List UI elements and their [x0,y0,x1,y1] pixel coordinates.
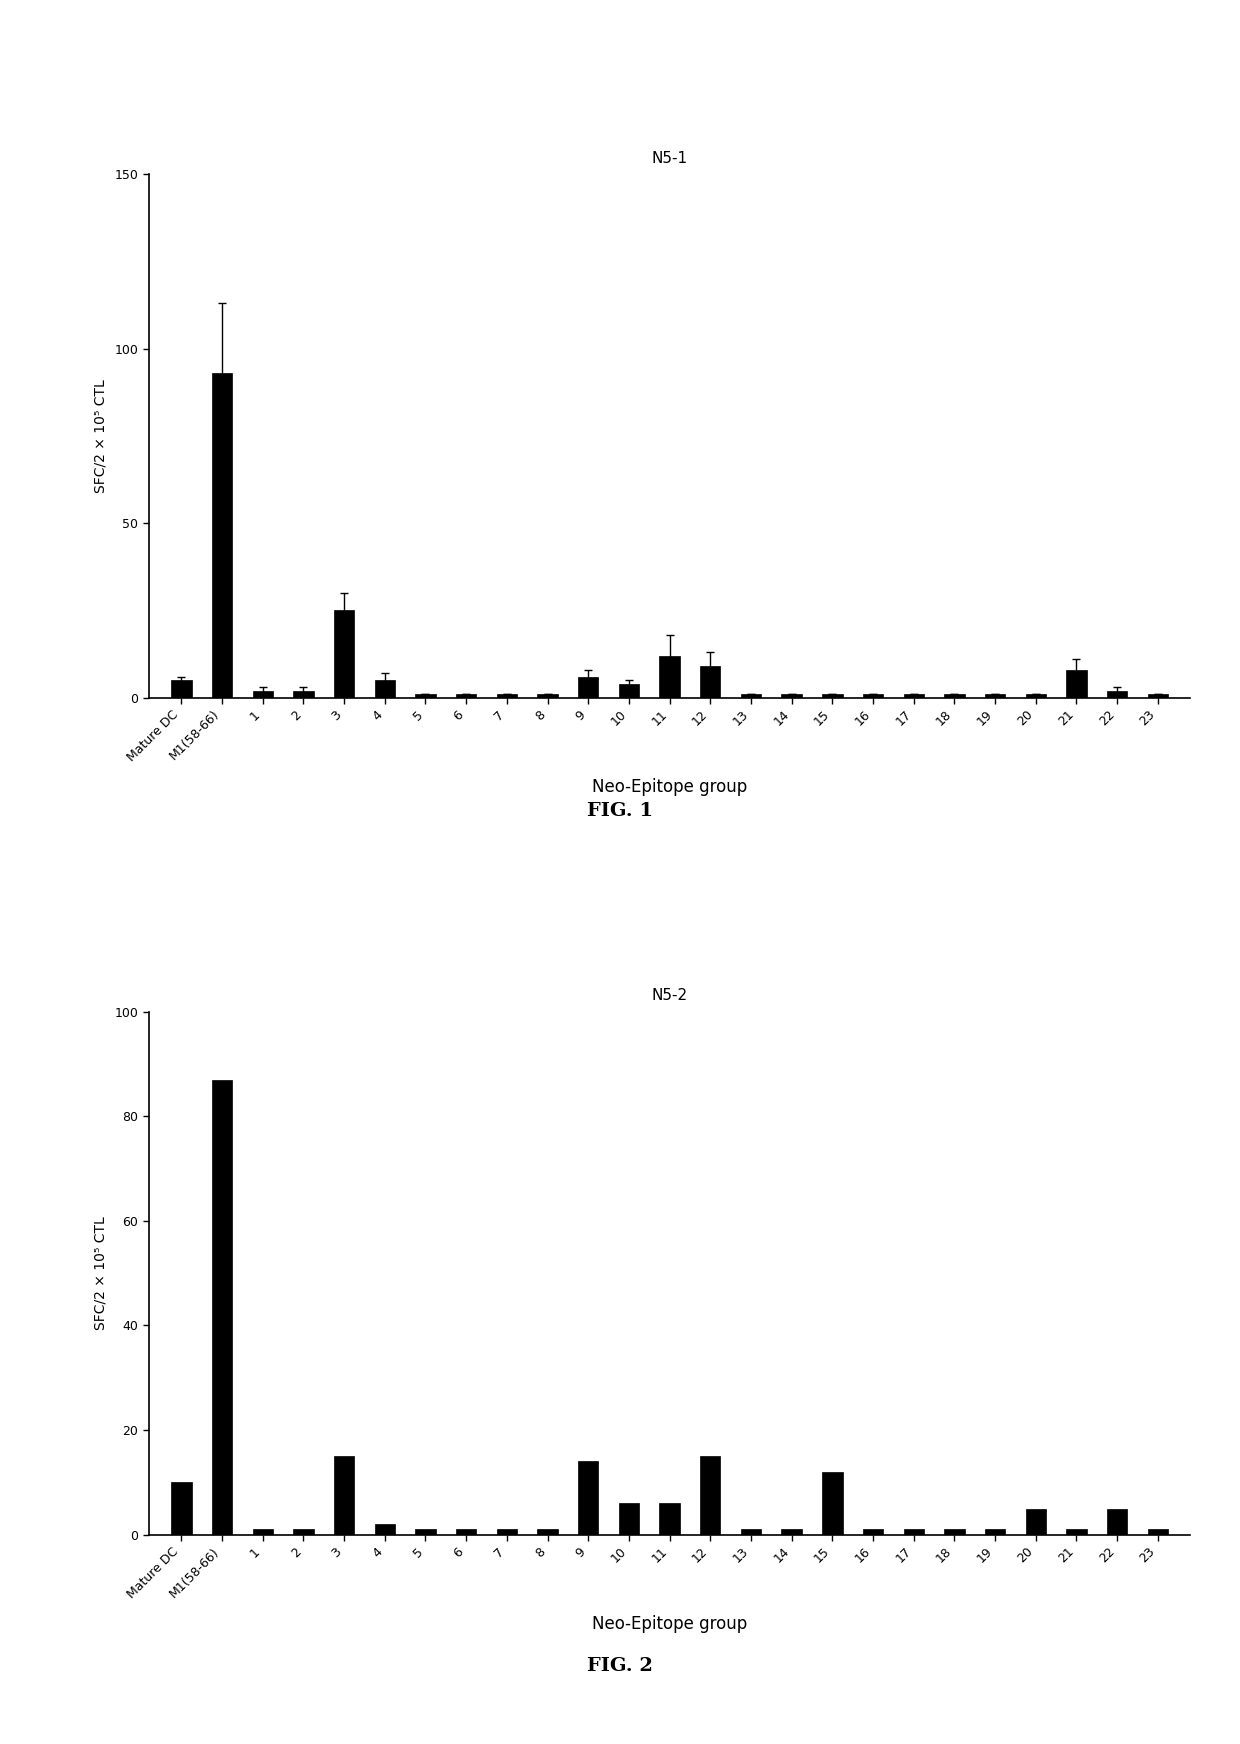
Bar [660,1503,680,1535]
Bar [334,610,355,698]
Bar [537,1529,558,1535]
Bar [863,1529,883,1535]
Bar [701,666,720,698]
Bar [171,680,191,698]
Bar [293,691,314,698]
X-axis label: Neo-Epitope group: Neo-Epitope group [591,778,748,795]
Bar [822,1472,842,1535]
Bar [415,1529,435,1535]
Bar [212,1080,232,1535]
Bar [1148,1529,1168,1535]
Bar [334,1456,355,1535]
Bar [863,694,883,698]
Bar [904,694,924,698]
Bar [497,694,517,698]
Bar [619,684,639,698]
Bar [619,1503,639,1535]
Bar [1107,691,1127,698]
Bar [456,694,476,698]
X-axis label: Neo-Epitope group: Neo-Epitope group [591,1615,748,1632]
Bar [253,1529,273,1535]
Bar [497,1529,517,1535]
Bar [374,1524,396,1535]
Bar [415,694,435,698]
Bar [1066,1529,1086,1535]
Bar [781,1529,802,1535]
Bar [904,1529,924,1535]
Bar [374,680,396,698]
Bar [253,691,273,698]
Y-axis label: SFC/2 × 10⁵ CTL: SFC/2 × 10⁵ CTL [93,378,108,494]
Bar [1107,1509,1127,1535]
Bar [781,694,802,698]
Bar [1025,694,1047,698]
Bar [740,1529,761,1535]
Bar [578,1461,599,1535]
Bar [660,656,680,698]
Bar [537,694,558,698]
Bar [1025,1509,1047,1535]
Title: N5-1: N5-1 [651,152,688,166]
Bar [578,677,599,698]
Bar [1066,670,1086,698]
Bar [701,1456,720,1535]
Bar [456,1529,476,1535]
Bar [1148,694,1168,698]
Y-axis label: SFC/2 × 10⁵ CTL: SFC/2 × 10⁵ CTL [93,1216,108,1331]
Bar [985,1529,1006,1535]
Bar [171,1482,191,1535]
Bar [944,694,965,698]
Bar [944,1529,965,1535]
Bar [740,694,761,698]
Text: FIG. 2: FIG. 2 [587,1657,653,1674]
Bar [822,694,842,698]
Bar [212,373,232,698]
Title: N5-2: N5-2 [651,989,688,1003]
Bar [293,1529,314,1535]
Bar [985,694,1006,698]
Text: FIG. 1: FIG. 1 [587,802,653,820]
